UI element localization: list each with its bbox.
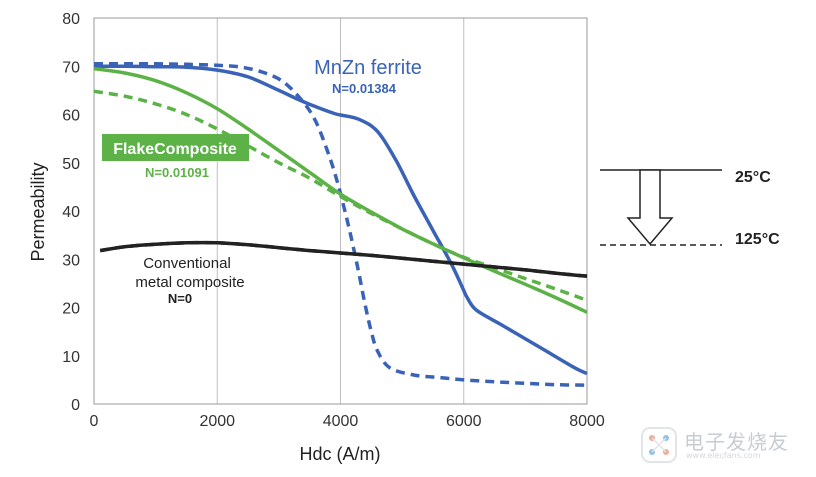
x-tick-label: 2000 (199, 413, 235, 430)
y-tick-labels: 0 10 20 30 40 50 60 70 80 (62, 11, 80, 414)
y-tick-label: 40 (62, 204, 80, 221)
watermark-text: 电子发烧友 (684, 430, 789, 454)
y-tick-label: 60 (62, 108, 80, 125)
temp-125-label: 125°C (735, 231, 780, 248)
mnzn-ferrite-n-value: N=0.01384 (332, 81, 397, 96)
temp-25-label: 25°C (735, 169, 771, 186)
y-tick-label: 0 (71, 397, 80, 414)
y-tick-label: 50 (62, 156, 80, 173)
watermark-logo-icon (641, 427, 677, 463)
down-arrow-icon (626, 169, 674, 246)
x-tick-label: 0 (90, 413, 99, 430)
watermark-url: www.elecfans.com (686, 451, 761, 460)
mnzn-ferrite-label: MnZn ferrite (314, 57, 422, 79)
flake-composite-label: FlakeComposite (113, 141, 237, 158)
x-tick-labels: 0 2000 4000 6000 8000 (90, 413, 605, 430)
y-tick-label: 80 (62, 11, 80, 28)
series-line-mnzn-ferrite-25-c (93, 64, 588, 376)
y-axis-title: Permeability (28, 162, 48, 261)
series-line-mnzn-ferrite-125-c (93, 62, 588, 387)
plot-area-border (93, 17, 588, 405)
x-tick-label: 6000 (446, 413, 482, 430)
y-tick-label: 10 (62, 349, 80, 366)
flake-composite-badge (102, 134, 249, 161)
conventional-n-value: N=0 (168, 291, 192, 306)
y-tick-label: 20 (62, 301, 80, 318)
series-line-flakecomposite-25-c (93, 66, 588, 314)
series-line-flakecomposite-125-c (93, 89, 588, 302)
series-line-conventional-metal-composite-25-c (99, 240, 588, 278)
series-group (93, 62, 588, 387)
vertical-gridlines (216, 18, 465, 404)
x-axis-title: Hdc (A/m) (300, 444, 381, 464)
conventional-label-line1: Conventional (143, 255, 231, 272)
flake-composite-n-value: N=0.01091 (145, 165, 209, 180)
conventional-label-line2: metal composite (135, 274, 244, 291)
watermark: 电子发烧友 www.elecfans.com (640, 424, 816, 470)
x-tick-label: 8000 (569, 413, 605, 430)
plot-frame (93, 17, 588, 405)
y-tick-label: 30 (62, 252, 80, 269)
y-tick-label: 70 (62, 59, 80, 76)
x-tick-label: 4000 (323, 413, 359, 430)
